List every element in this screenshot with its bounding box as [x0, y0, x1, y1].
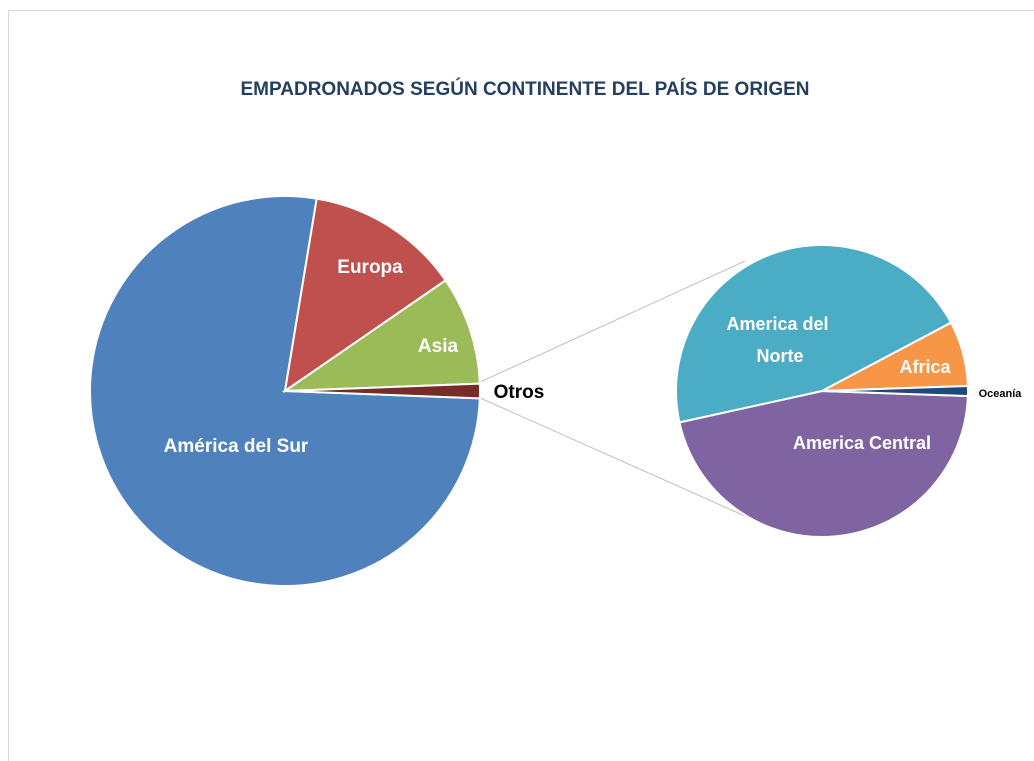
slice-label: Asia: [418, 336, 459, 357]
slice-label: America Central: [793, 433, 931, 453]
pie-slice: [675, 244, 953, 424]
pie-slice: [281, 278, 481, 393]
connector-line: [477, 260, 746, 384]
slice-label: América del Sur: [164, 436, 309, 457]
pie-slice: [283, 197, 447, 394]
pie-slice: [821, 384, 970, 398]
slice-label: Europa: [337, 257, 403, 278]
slice-label: Otros: [494, 382, 545, 403]
slice-label: Oceanía: [979, 388, 1023, 400]
slice-label: America del Norte: [726, 314, 833, 366]
pie-slice: [284, 382, 481, 400]
connector-line: [477, 396, 746, 517]
pie-slice: [678, 389, 969, 538]
chart-title: EMPADRONADOS SEGÚN CONTINENTE DEL PAÍS D…: [241, 78, 810, 100]
slice-label: Africa: [899, 357, 951, 377]
